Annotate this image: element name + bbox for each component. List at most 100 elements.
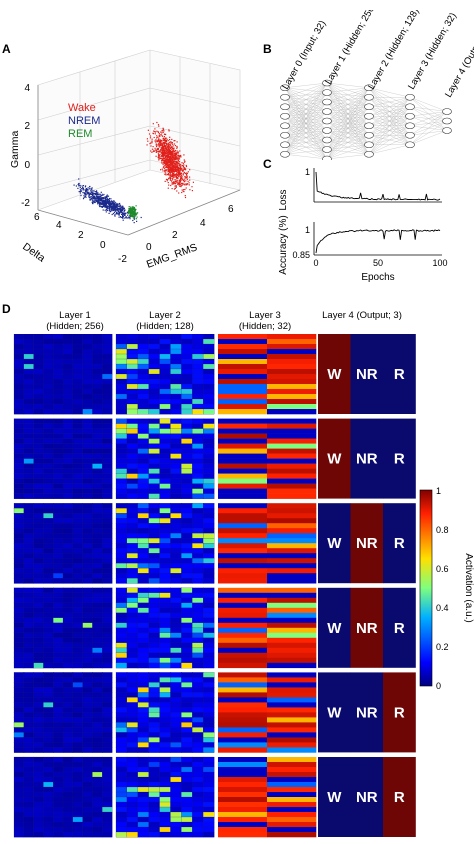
wake-point bbox=[174, 154, 176, 156]
heatmap-cell bbox=[159, 573, 171, 579]
heatmap-cell bbox=[82, 458, 93, 464]
heatmap-cell bbox=[33, 448, 44, 454]
wake-point bbox=[162, 170, 164, 172]
wake-point bbox=[162, 149, 164, 151]
heatmap-cell bbox=[82, 632, 93, 639]
heatmap-cell bbox=[43, 418, 54, 424]
heatmap-cell bbox=[92, 662, 103, 669]
colorbar: 1 0.8 0.6 0.4 0.2 0 Activation (a.u.) bbox=[419, 486, 474, 691]
heatmap-cell bbox=[148, 448, 160, 454]
heatmap-cell bbox=[102, 617, 113, 624]
heatmap-cell bbox=[137, 403, 150, 410]
heatmap-cell bbox=[13, 478, 25, 485]
heatmap-cell bbox=[192, 433, 204, 439]
heatmap-cell bbox=[181, 617, 193, 624]
heatmap-cell bbox=[137, 727, 150, 733]
nrem-point bbox=[79, 192, 81, 194]
wake-point bbox=[162, 167, 164, 169]
heatmap-cell bbox=[203, 637, 215, 644]
heatmap-cell bbox=[126, 776, 139, 783]
heatmap-cell bbox=[33, 428, 44, 434]
heatmap-cell bbox=[203, 358, 215, 365]
heatmap-cell bbox=[148, 597, 160, 604]
wake-point bbox=[160, 143, 162, 146]
heatmap-cell bbox=[181, 573, 193, 579]
heatmap-cell bbox=[23, 632, 34, 639]
wake-point bbox=[146, 144, 148, 146]
heatmap-cell bbox=[126, 368, 139, 375]
heatmap-cell bbox=[53, 786, 64, 793]
heatmap-cell bbox=[13, 672, 25, 678]
heatmap-cell bbox=[62, 493, 74, 500]
heatmap-cell bbox=[126, 612, 139, 619]
wake-point bbox=[177, 172, 180, 174]
wake-point bbox=[170, 144, 172, 146]
heatmap-cell bbox=[218, 762, 268, 768]
rem-point bbox=[130, 208, 132, 210]
heatmap-cell bbox=[92, 378, 103, 385]
heatmap-cell bbox=[53, 697, 64, 703]
heatmap-cell bbox=[102, 488, 113, 495]
nrem-point bbox=[114, 214, 116, 216]
heatmap-cell bbox=[62, 796, 74, 803]
heatmap-cell bbox=[137, 458, 150, 464]
heatmap-cell bbox=[92, 334, 103, 340]
heatmap-cell bbox=[33, 712, 44, 718]
heatmap-cell bbox=[115, 771, 128, 778]
heatmap-cell bbox=[13, 642, 25, 649]
heatmap-cell bbox=[62, 568, 74, 574]
wake-point bbox=[168, 177, 170, 179]
heatmap-cell bbox=[72, 408, 84, 415]
heatmap-cell bbox=[159, 786, 171, 793]
wake-point bbox=[176, 174, 178, 176]
wake-point bbox=[166, 169, 168, 171]
wake-point bbox=[185, 172, 187, 174]
wake-point bbox=[175, 155, 177, 157]
heatmap-cell bbox=[102, 573, 113, 579]
wake-point bbox=[174, 154, 177, 156]
heatmap-cell bbox=[92, 563, 103, 569]
wake-point bbox=[183, 154, 185, 156]
nrem-point bbox=[119, 211, 122, 213]
heatmap-cell bbox=[33, 796, 44, 803]
heatmap-cell bbox=[267, 742, 317, 748]
wake-point bbox=[172, 183, 174, 185]
wake-point bbox=[169, 161, 171, 163]
heatmap-cell bbox=[23, 627, 34, 634]
nrem-point bbox=[101, 200, 103, 202]
wake-point bbox=[172, 168, 174, 171]
wake-point bbox=[172, 151, 174, 153]
heatmap-cell bbox=[181, 363, 193, 370]
heatmap-cell bbox=[23, 358, 34, 365]
heatmap-cell bbox=[62, 717, 74, 723]
heatmap-cell bbox=[13, 493, 25, 500]
wake-point bbox=[165, 152, 167, 155]
heatmap-cell bbox=[137, 811, 150, 818]
nrem-point bbox=[136, 220, 138, 222]
wake-point bbox=[155, 141, 157, 143]
wake-point bbox=[174, 176, 176, 178]
heatmap-cell bbox=[82, 393, 93, 400]
wake-point bbox=[176, 168, 179, 170]
heatmap-cell bbox=[148, 473, 160, 480]
heatmap-cell bbox=[126, 538, 139, 544]
heatmap-cell bbox=[53, 722, 64, 728]
heatmap-cell bbox=[192, 463, 204, 470]
heatmap-cell bbox=[115, 602, 128, 609]
heatmap-cell bbox=[13, 677, 25, 683]
heatmap-cell bbox=[148, 363, 160, 370]
heatmap-cell bbox=[72, 368, 84, 375]
heatmap-cell bbox=[126, 518, 139, 524]
wake-point bbox=[155, 149, 157, 151]
nrem-point bbox=[77, 187, 79, 189]
heatmap-cell bbox=[137, 363, 150, 370]
wake-point bbox=[163, 148, 165, 150]
heatmap-cell bbox=[102, 518, 113, 524]
nrem-point bbox=[114, 207, 116, 209]
wake-point bbox=[175, 185, 177, 187]
heatmap-cell bbox=[159, 717, 171, 723]
heatmap-cell bbox=[126, 637, 139, 644]
heatmap-cell bbox=[43, 622, 54, 629]
wake-point bbox=[160, 149, 162, 151]
heatmap-cell bbox=[137, 587, 150, 594]
